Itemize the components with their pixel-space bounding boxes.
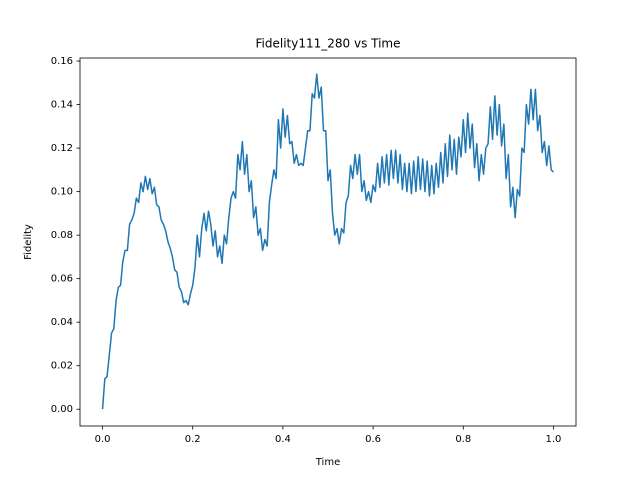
chart-title: Fidelity111_280 vs Time	[256, 37, 401, 51]
x-tick-label: 0.6	[365, 434, 381, 445]
y-axis-label: Fidelity	[23, 224, 34, 260]
plot-frame	[79, 57, 577, 427]
x-tick-label: 0.2	[185, 434, 201, 445]
y-tick-label: 0.12	[51, 143, 73, 154]
x-tick-label: 0.8	[455, 434, 471, 445]
x-tick-label: 0.4	[275, 434, 291, 445]
data-line	[101, 73, 554, 410]
x-tick-label: 0.0	[95, 434, 111, 445]
y-tick-label: 0.14	[51, 100, 73, 111]
y-tick-label: 0.10	[51, 187, 73, 198]
y-tick-label: 0.02	[51, 361, 73, 372]
x-tick-label: 1.0	[546, 434, 562, 445]
y-tick-label: 0.08	[51, 230, 73, 241]
x-axis-label: Time	[315, 457, 340, 468]
y-tick-label: 0.06	[51, 274, 73, 285]
y-tick-label: 0.00	[51, 404, 73, 415]
y-tick-label: 0.04	[51, 317, 73, 328]
y-tick-label: 0.16	[51, 56, 73, 67]
